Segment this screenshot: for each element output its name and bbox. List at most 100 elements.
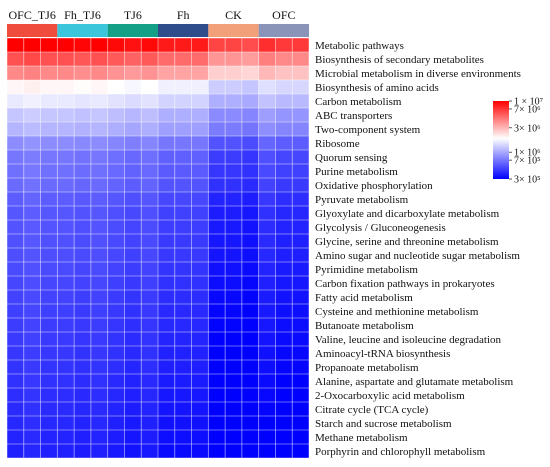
heatmap-cell: [292, 122, 309, 136]
heatmap-cell: [90, 262, 108, 276]
heatmap-cell: [74, 52, 91, 66]
heatmap-cell: [107, 52, 125, 66]
heatmap-cell: [141, 416, 158, 430]
heatmap-cell: [241, 360, 259, 374]
heatmap-cell: [174, 66, 192, 80]
heatmap-cell: [90, 402, 108, 416]
heatmap-cell: [174, 276, 192, 290]
heatmap-cell: [7, 150, 24, 164]
heatmap-cell: [40, 136, 58, 150]
heatmap-cell: [23, 136, 41, 150]
heatmap-cell: [124, 178, 142, 192]
heatmap-cell: [191, 304, 209, 318]
heatmap-cell: [74, 192, 91, 206]
pathway-label: Aminoacyl-tRNA biosynthesis: [315, 348, 450, 360]
heatmap-cell: [7, 178, 24, 192]
heatmap-cell: [208, 136, 226, 150]
heatmap-cell: [225, 206, 242, 220]
heatmap-cell: [124, 276, 142, 290]
heatmap-cell: [7, 220, 24, 234]
heatmap-cell: [241, 332, 259, 346]
heatmap-cell: [174, 136, 192, 150]
heatmap-cell: [90, 192, 108, 206]
pathway-label: Porphyrin and chlorophyll metabolism: [315, 446, 486, 458]
heatmap-cell: [141, 276, 158, 290]
heatmap-cell: [40, 374, 58, 388]
heatmap-cell: [141, 318, 158, 332]
heatmap-cell: [225, 304, 242, 318]
heatmap-cell: [57, 192, 75, 206]
heatmap-cell: [90, 318, 108, 332]
heatmap-cell: [90, 290, 108, 304]
heatmap-cell: [107, 388, 125, 402]
heatmap-cell: [141, 136, 158, 150]
heatmap-cell: [292, 402, 309, 416]
heatmap-cell: [40, 318, 58, 332]
heatmap-cell: [107, 318, 125, 332]
pathway-label: Glyoxylate and dicarboxylate metabolism: [315, 208, 500, 220]
heatmap-cell: [241, 178, 259, 192]
heatmap-cell: [225, 220, 242, 234]
heatmap-cell: [124, 136, 142, 150]
group-label: Fh_TJ6: [64, 8, 101, 22]
heatmap-cell: [74, 234, 91, 248]
pathway-label: Fatty acid metabolism: [315, 292, 413, 304]
heatmap-cell: [241, 318, 259, 332]
heatmap-cell: [107, 94, 125, 108]
heatmap-cell: [23, 290, 41, 304]
heatmap-cell: [258, 150, 276, 164]
heatmap-cell: [241, 150, 259, 164]
heatmap-cell: [40, 38, 58, 52]
heatmap-cell: [241, 402, 259, 416]
heatmap-cell: [275, 388, 293, 402]
heatmap-cell: [107, 444, 125, 458]
heatmap-cell: [40, 122, 58, 136]
heatmap-cell: [7, 248, 24, 262]
heatmap-cell: [174, 122, 192, 136]
heatmap-cell: [275, 304, 293, 318]
heatmap-cell: [208, 94, 226, 108]
heatmap-cell: [191, 164, 209, 178]
heatmap-cell: [225, 290, 242, 304]
heatmap-cell: [141, 80, 158, 94]
heatmap-cell: [23, 430, 41, 444]
heatmap-cell: [57, 80, 75, 94]
group-label: TJ6: [124, 8, 142, 22]
heatmap-cell: [174, 416, 192, 430]
heatmap-cell: [158, 346, 175, 360]
heatmap-cell: [23, 276, 41, 290]
heatmap-cell: [208, 374, 226, 388]
group-color-bar: [7, 24, 309, 37]
heatmap-cell: [292, 276, 309, 290]
heatmap-cell: [7, 262, 24, 276]
heatmap-cell: [225, 430, 242, 444]
heatmap-cell: [7, 318, 24, 332]
heatmap-cell: [275, 374, 293, 388]
heatmap-cell: [174, 234, 192, 248]
heatmap-cell: [191, 136, 209, 150]
pathway-label: Carbon metabolism: [315, 96, 402, 108]
heatmap-cell: [90, 94, 108, 108]
heatmap-cell: [258, 346, 276, 360]
heatmap-cell: [40, 290, 58, 304]
heatmap-cell: [23, 402, 41, 416]
heatmap-cell: [7, 66, 24, 80]
heatmap-cell: [23, 444, 41, 458]
heatmap-cell: [241, 276, 259, 290]
heatmap-cell: [141, 360, 158, 374]
heatmap-cell: [74, 318, 91, 332]
heatmap-cell: [225, 178, 242, 192]
heatmap-cell: [40, 192, 58, 206]
heatmap-cell: [107, 290, 125, 304]
heatmap-cell: [292, 192, 309, 206]
heatmap-cell: [141, 444, 158, 458]
heatmap-cell: [74, 108, 91, 122]
heatmap-cell: [74, 402, 91, 416]
heatmap-cell: [208, 206, 226, 220]
heatmap-cell: [107, 248, 125, 262]
heatmap-cell: [74, 80, 91, 94]
heatmap-cell: [107, 192, 125, 206]
heatmap-cell: [107, 136, 125, 150]
heatmap-cell: [275, 136, 293, 150]
heatmap-cell: [241, 346, 259, 360]
